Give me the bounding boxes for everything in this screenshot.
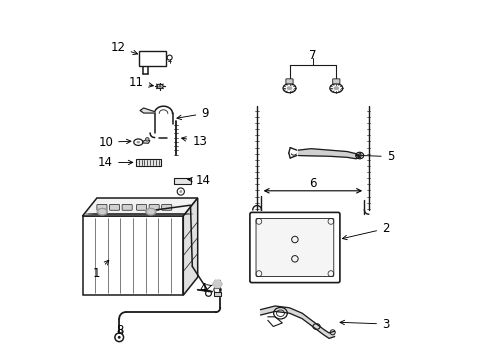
Text: 10: 10 (98, 136, 131, 149)
FancyBboxPatch shape (162, 204, 171, 210)
FancyBboxPatch shape (139, 51, 166, 66)
Text: 14: 14 (187, 174, 210, 186)
Ellipse shape (333, 86, 339, 90)
FancyBboxPatch shape (136, 159, 161, 166)
Polygon shape (183, 198, 197, 295)
FancyBboxPatch shape (256, 219, 333, 276)
Ellipse shape (97, 208, 107, 215)
Ellipse shape (147, 210, 154, 213)
Text: 1: 1 (93, 260, 108, 280)
Polygon shape (82, 216, 183, 295)
Text: 6: 6 (308, 177, 316, 190)
FancyBboxPatch shape (249, 212, 339, 283)
Circle shape (179, 190, 182, 193)
Ellipse shape (99, 210, 105, 213)
Polygon shape (140, 108, 154, 113)
Text: 4: 4 (199, 282, 212, 294)
Text: 13: 13 (181, 135, 207, 148)
Circle shape (118, 336, 121, 339)
Circle shape (145, 138, 149, 141)
Polygon shape (82, 198, 197, 216)
Text: 5: 5 (356, 150, 393, 163)
Polygon shape (260, 306, 334, 338)
FancyBboxPatch shape (97, 204, 107, 210)
FancyBboxPatch shape (174, 178, 190, 184)
Text: 14: 14 (98, 156, 132, 169)
FancyBboxPatch shape (122, 204, 132, 210)
Ellipse shape (136, 141, 140, 144)
Ellipse shape (159, 86, 161, 87)
FancyBboxPatch shape (109, 204, 120, 210)
Ellipse shape (286, 86, 292, 90)
FancyBboxPatch shape (285, 79, 292, 84)
Ellipse shape (145, 208, 156, 215)
Polygon shape (298, 149, 359, 159)
Polygon shape (214, 292, 220, 296)
Text: 9: 9 (177, 107, 208, 120)
Polygon shape (213, 280, 222, 288)
Text: 2: 2 (342, 222, 389, 240)
Polygon shape (142, 139, 149, 143)
FancyBboxPatch shape (136, 204, 146, 210)
Text: 3: 3 (339, 318, 388, 330)
FancyBboxPatch shape (332, 79, 339, 84)
Text: 12: 12 (110, 41, 137, 55)
Text: 8: 8 (116, 324, 123, 337)
Text: 11: 11 (128, 76, 153, 89)
FancyBboxPatch shape (149, 204, 159, 210)
Text: 7: 7 (308, 49, 316, 62)
